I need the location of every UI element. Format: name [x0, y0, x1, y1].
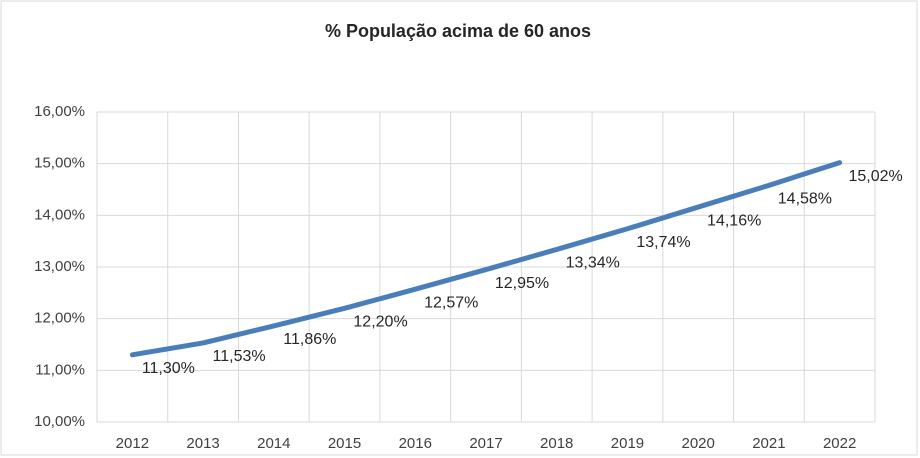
- data-label: 11,86%: [283, 331, 336, 348]
- x-tick-label: 2013: [186, 435, 219, 452]
- y-tick-label: 11,00%: [35, 361, 85, 378]
- x-tick-label: 2017: [469, 435, 502, 452]
- data-label: 14,16%: [707, 212, 761, 229]
- data-label: 11,30%: [142, 360, 195, 377]
- data-label: 12,57%: [424, 294, 478, 311]
- y-tick-label: 10,00%: [34, 413, 85, 430]
- data-label: 14,58%: [778, 191, 832, 208]
- data-label: 12,95%: [495, 275, 549, 292]
- x-tick-label: 2014: [257, 435, 290, 452]
- x-tick-label: 2018: [540, 435, 573, 452]
- y-tick-label: 12,00%: [34, 310, 85, 327]
- data-label: 11,53%: [213, 348, 266, 365]
- data-label: 13,34%: [566, 255, 620, 272]
- x-tick-label: 2019: [611, 435, 644, 452]
- data-label: 12,20%: [353, 314, 407, 331]
- x-tick-label: 2015: [328, 435, 361, 452]
- x-tick-label: 2022: [823, 435, 856, 452]
- line: [129, 160, 843, 358]
- y-tick-label: 14,00%: [34, 206, 85, 223]
- x-tick-label: 2021: [752, 435, 785, 452]
- x-tick-label: 2012: [116, 435, 149, 452]
- chart-title: % População acima de 60 anos: [325, 21, 591, 41]
- y-tick-label: 13,00%: [34, 258, 85, 275]
- y-tick-label: 16,00%: [34, 103, 85, 120]
- data-label: 15,02%: [849, 168, 903, 185]
- x-tick-label: 2016: [399, 435, 432, 452]
- data-label: 13,74%: [636, 234, 690, 251]
- x-tick-label: 2020: [681, 435, 714, 452]
- y-tick-label: 15,00%: [34, 155, 85, 172]
